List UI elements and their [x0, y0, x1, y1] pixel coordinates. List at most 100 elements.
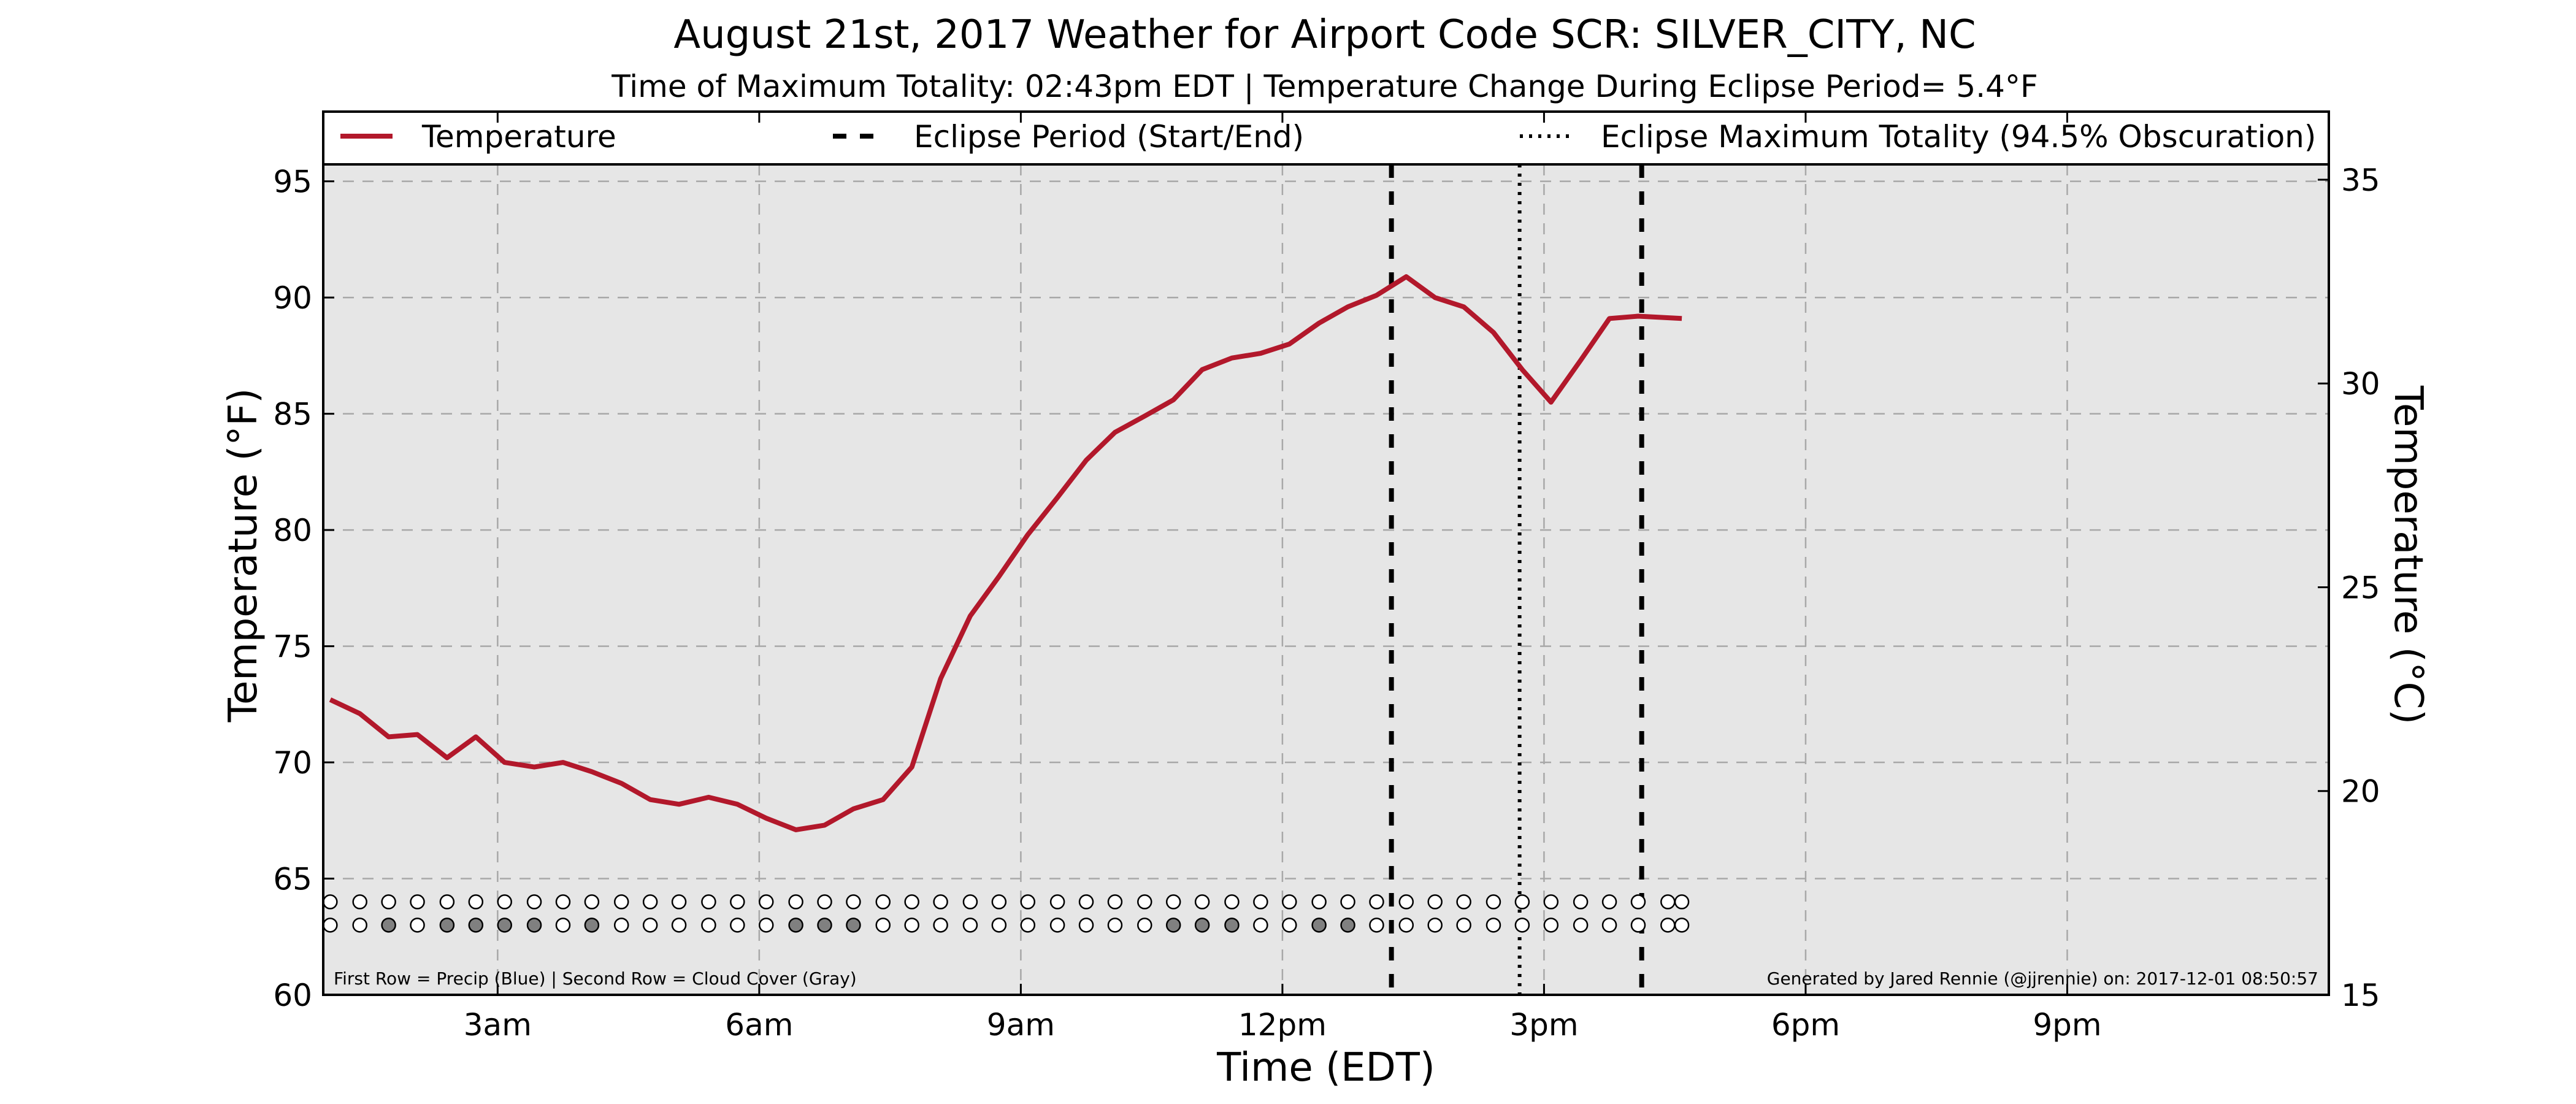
precip-dot: [1573, 894, 1589, 910]
precip-dot: [381, 894, 396, 910]
cloud-dot: [904, 918, 919, 933]
y-tick-label: 70: [273, 745, 312, 781]
cloud-dot: [962, 918, 978, 933]
cloud-dot: [1078, 918, 1094, 933]
cloud-dot: [1369, 918, 1384, 933]
y-tick-label: 60: [273, 978, 312, 1013]
y-tick-label: 75: [273, 629, 312, 665]
precip-dot: [758, 894, 774, 910]
cloud-dot: [526, 918, 542, 933]
cloud-dot: [642, 918, 658, 933]
precip-dot: [1224, 894, 1240, 910]
precip-dot: [468, 894, 484, 910]
x-tick-label: 3am: [464, 1007, 532, 1043]
cloud-dot: [1514, 918, 1530, 933]
cloud-dot: [875, 918, 891, 933]
precip-dot: [1630, 894, 1646, 910]
cloud-dot: [1456, 918, 1471, 933]
precip-dot: [1543, 894, 1559, 910]
y-tick-label: 65: [273, 862, 312, 897]
cloud-dot: [497, 918, 512, 933]
x-tick-label: 3pm: [1509, 1007, 1578, 1043]
x-axis-ticks: 3am 6am 9am 12pm 3pm 6pm 9pm: [464, 112, 2102, 1043]
precip-dot: [555, 894, 571, 910]
cloud-dot: [1660, 918, 1676, 933]
cloud-dot: [1340, 918, 1355, 933]
legend-label-eclipse-max: Eclipse Maximum Totality (94.5% Obscurat…: [1601, 119, 2316, 155]
precip-dot: [788, 894, 803, 910]
cloud-dot: [1049, 918, 1065, 933]
cloud-dot: [410, 918, 425, 933]
x-tick-label: 6am: [725, 1007, 793, 1043]
legend-label-temperature: Temperature: [421, 119, 616, 155]
y-axis-label: Temperature (°F): [221, 388, 266, 723]
cloud-dot: [1311, 918, 1327, 933]
precip-dot: [1253, 894, 1268, 910]
cloud-dot: [1282, 918, 1297, 933]
cloud-dot: [1573, 918, 1589, 933]
precip-dot: [875, 894, 891, 910]
cloud-dot: [468, 918, 484, 933]
precip-dot: [1194, 894, 1210, 910]
precip-dot: [817, 894, 832, 910]
precip-dot: [1427, 894, 1443, 910]
precip-dot: [410, 894, 425, 910]
y-tick-label: 80: [273, 513, 312, 548]
y-tick-label: 85: [273, 397, 312, 432]
precip-dot: [1137, 894, 1152, 910]
precip-dot: [904, 894, 919, 910]
cloud-dot: [701, 918, 716, 933]
y-right-tick-label: 20: [2341, 774, 2380, 810]
precip-dot: [1369, 894, 1384, 910]
precip-dot: [1020, 894, 1036, 910]
precip-dot: [1660, 894, 1676, 910]
precip-dot: [730, 894, 745, 910]
eclipse-lines: [1389, 164, 1644, 995]
y-axis-ticks: 60 65 70 75 80 85 90 95: [273, 164, 334, 1013]
footnote-left: First Row = Precip (Blue) | Second Row =…: [334, 968, 857, 989]
precip-dot: [642, 894, 658, 910]
x-tick-label: 9am: [987, 1007, 1055, 1043]
precip-dot: [526, 894, 542, 910]
precip-dot: [1078, 894, 1094, 910]
cloud-dot: [1137, 918, 1152, 933]
y-right-tick-label: 30: [2341, 366, 2380, 402]
x-axis-label: Time (EDT): [1216, 1045, 1435, 1091]
cloud-dot: [439, 918, 455, 933]
grid-lines: [323, 164, 2329, 995]
precip-dot: [439, 894, 455, 910]
cloud-dot: [1253, 918, 1268, 933]
precip-dot: [962, 894, 978, 910]
cloud-dot: [1601, 918, 1617, 933]
precip-dot: [613, 894, 629, 910]
chart-subtitle: Time of Maximum Totality: 02:43pm EDT | …: [611, 69, 2037, 104]
precip-dot: [497, 894, 512, 910]
cloud-dot: [352, 918, 367, 933]
precip-dot: [671, 894, 687, 910]
cloud-dot: [381, 918, 396, 933]
precip-dot: [701, 894, 716, 910]
y-tick-label: 90: [273, 280, 312, 316]
cloud-dot: [730, 918, 745, 933]
y-right-tick-label: 15: [2341, 978, 2380, 1013]
y-axis-right-ticks: 15 20 25 30 35: [2318, 163, 2380, 1013]
cloud-dot: [671, 918, 687, 933]
cloud-dot: [1630, 918, 1646, 933]
cloud-dot: [991, 918, 1007, 933]
precip-dot: [1311, 894, 1327, 910]
cloud-dot: [758, 918, 774, 933]
sky-condition-dots: [323, 894, 1690, 933]
precip-dot: [1340, 894, 1355, 910]
plot-area: [323, 112, 2329, 995]
cloud-dot: [1674, 918, 1690, 933]
cloud-dot: [1107, 918, 1123, 933]
cloud-dot: [613, 918, 629, 933]
cloud-dot: [1485, 918, 1501, 933]
precip-dot: [991, 894, 1007, 910]
cloud-dot: [1020, 918, 1036, 933]
cloud-dot: [788, 918, 803, 933]
precip-dot: [1165, 894, 1181, 910]
precip-dot: [584, 894, 600, 910]
cloud-dot: [846, 918, 861, 933]
